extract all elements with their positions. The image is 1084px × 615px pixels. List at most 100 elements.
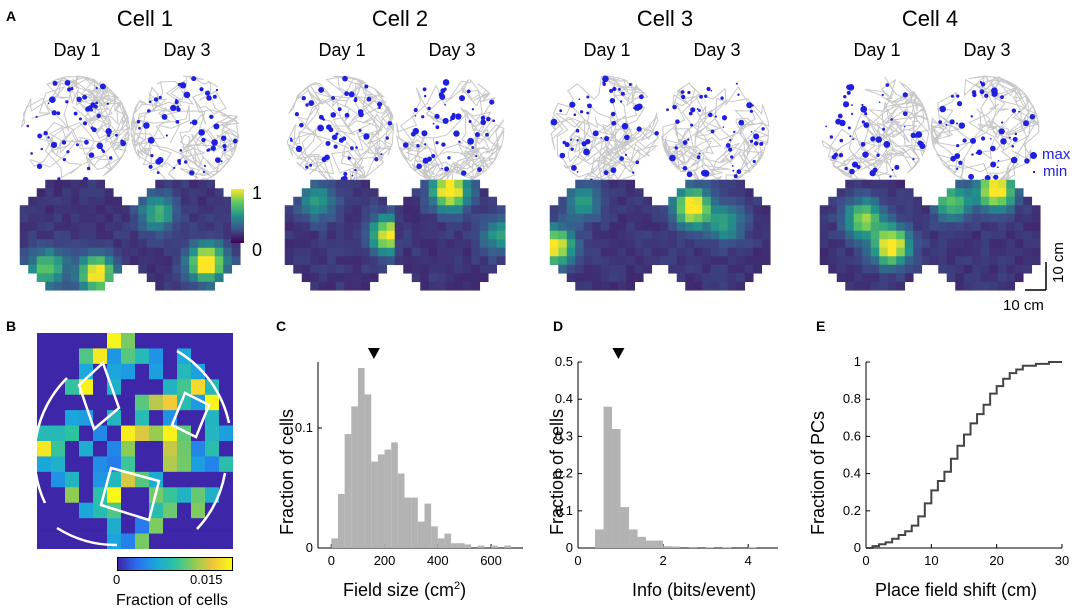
x-tick-label: 0: [862, 553, 869, 568]
occupancy-bin: [149, 533, 164, 549]
occupancy-bin: [37, 456, 52, 473]
occupancy-bin: [205, 471, 220, 488]
cell-3-day1-label: Day 1: [583, 40, 631, 60]
occupancy-bin: [205, 348, 220, 365]
occupancy-bin: [107, 441, 122, 457]
occupancy-bin: [177, 410, 192, 426]
occupancy-bin: [37, 502, 52, 519]
occupancy-bin: [121, 333, 136, 349]
y-tick-label: 0.8: [843, 391, 861, 406]
chart-c-ylabel: Fraction of cells: [277, 408, 297, 535]
histogram-bar: [364, 394, 372, 548]
chart-d-xlabel: Info (bits/event): [632, 580, 757, 600]
histogram-bar: [344, 434, 352, 548]
occupancy-bin: [191, 363, 206, 380]
chart-e-cdf: 0 10 20 30 0 0.2 0.4 0.6 0.8 1: [843, 354, 1069, 568]
chart-e-ylabel: Fraction of PCs: [808, 410, 828, 535]
histogram-bar: [620, 507, 630, 548]
scale-bar-vertical-label: 10 cm: [1050, 242, 1067, 283]
y-tick-label: 0.1: [555, 503, 573, 518]
occupancy-bin: [219, 441, 233, 457]
occupancy-bin: [177, 471, 192, 488]
occupancy-bin: [121, 394, 136, 411]
histogram-bar: [404, 497, 412, 548]
event-legend-max: max: [1030, 146, 1070, 163]
occupancy-bin: [121, 487, 136, 504]
x-tick-label: 200: [374, 553, 396, 568]
occupancy-bin: [93, 456, 108, 473]
occupancy-bin: [135, 410, 150, 426]
occupancy-bin: [51, 410, 66, 426]
y-tick-label: 0.4: [843, 466, 861, 481]
occupancy-bin: [107, 348, 122, 365]
occupancy-bin: [51, 363, 66, 380]
histogram-bar: [477, 545, 485, 548]
occupancy-bin: [65, 348, 80, 365]
occupancy-bin: [149, 425, 164, 442]
occupancy-bin: [121, 425, 136, 442]
occupancy-bin: [107, 425, 122, 442]
histogram-bar: [705, 547, 715, 548]
occupancy-bin: [51, 487, 66, 504]
histogram-bar: [748, 547, 757, 548]
occupancy-bin: [51, 456, 66, 473]
occupancy-bin: [65, 410, 80, 426]
occupancy-bin: [37, 333, 52, 349]
occupancy-bin: [37, 441, 52, 457]
y-tick-label: 0: [306, 540, 313, 555]
histogram-bar: [444, 533, 452, 548]
occupancy-bin: [37, 363, 52, 380]
occupancy-bin: [205, 456, 220, 473]
occupancy-bin: [79, 348, 94, 365]
trajectory-map: [130, 75, 240, 186]
arena-arc: [56, 526, 118, 547]
occupancy-bin: [191, 502, 206, 519]
histogram-bar: [357, 368, 365, 548]
histogram-bar: [629, 529, 638, 548]
histogram-bar: [612, 428, 621, 548]
occupancy-bin: [163, 518, 178, 534]
occupancy-bin: [163, 441, 178, 457]
object-outline: [170, 391, 211, 439]
y-tick-label: 0: [854, 540, 861, 555]
cell-1-title: Cell 1: [116, 6, 174, 31]
histogram-bar: [391, 442, 398, 548]
y-tick-label: 0.2: [555, 466, 573, 481]
occupancy-bin: [163, 379, 178, 396]
occupancy-bin: [93, 518, 108, 534]
occupancy-bin: [79, 441, 94, 457]
occupancy-bin: [191, 441, 206, 457]
occupancy-bin: [51, 441, 66, 457]
occupancy-bin: [177, 502, 192, 519]
y-tick-label: 0.4: [555, 391, 573, 406]
panel-label-e: E: [816, 318, 826, 334]
panel-a-graphics: [19, 75, 1041, 291]
occupancy-bin: [93, 441, 108, 457]
arena-arc: [37, 377, 68, 504]
occupancy-bin: [51, 333, 66, 349]
histogram-bar: [688, 546, 698, 548]
occupancy-bin: [121, 441, 136, 457]
occupancy-bin: [37, 425, 52, 442]
min-dot-icon: [1033, 171, 1035, 174]
occupancy-bin: [177, 456, 192, 473]
histogram-bar: [411, 497, 418, 548]
rate-map-heatmap: [19, 179, 131, 291]
occupancy-bin: [191, 456, 206, 473]
x-tick-label: 0: [574, 553, 581, 568]
y-tick-label: 0.3: [555, 428, 573, 443]
occupancy-bin: [37, 394, 52, 411]
occupancy-bin: [163, 394, 178, 411]
occupancy-bin: [121, 379, 136, 396]
occupancy-bin: [107, 518, 122, 534]
x-tick-label: 600: [480, 553, 502, 568]
trajectory-map: [286, 75, 395, 185]
trajectory-map: [550, 75, 660, 185]
occupancy-bin: [191, 533, 206, 549]
occupancy-bin: [93, 348, 108, 365]
event-legend-min: min: [1033, 163, 1067, 180]
max-dot-icon: [1030, 152, 1037, 159]
occupancy-bin: [51, 348, 66, 365]
rate-map-heatmap: [659, 179, 771, 291]
occupancy-bin: [191, 487, 206, 504]
